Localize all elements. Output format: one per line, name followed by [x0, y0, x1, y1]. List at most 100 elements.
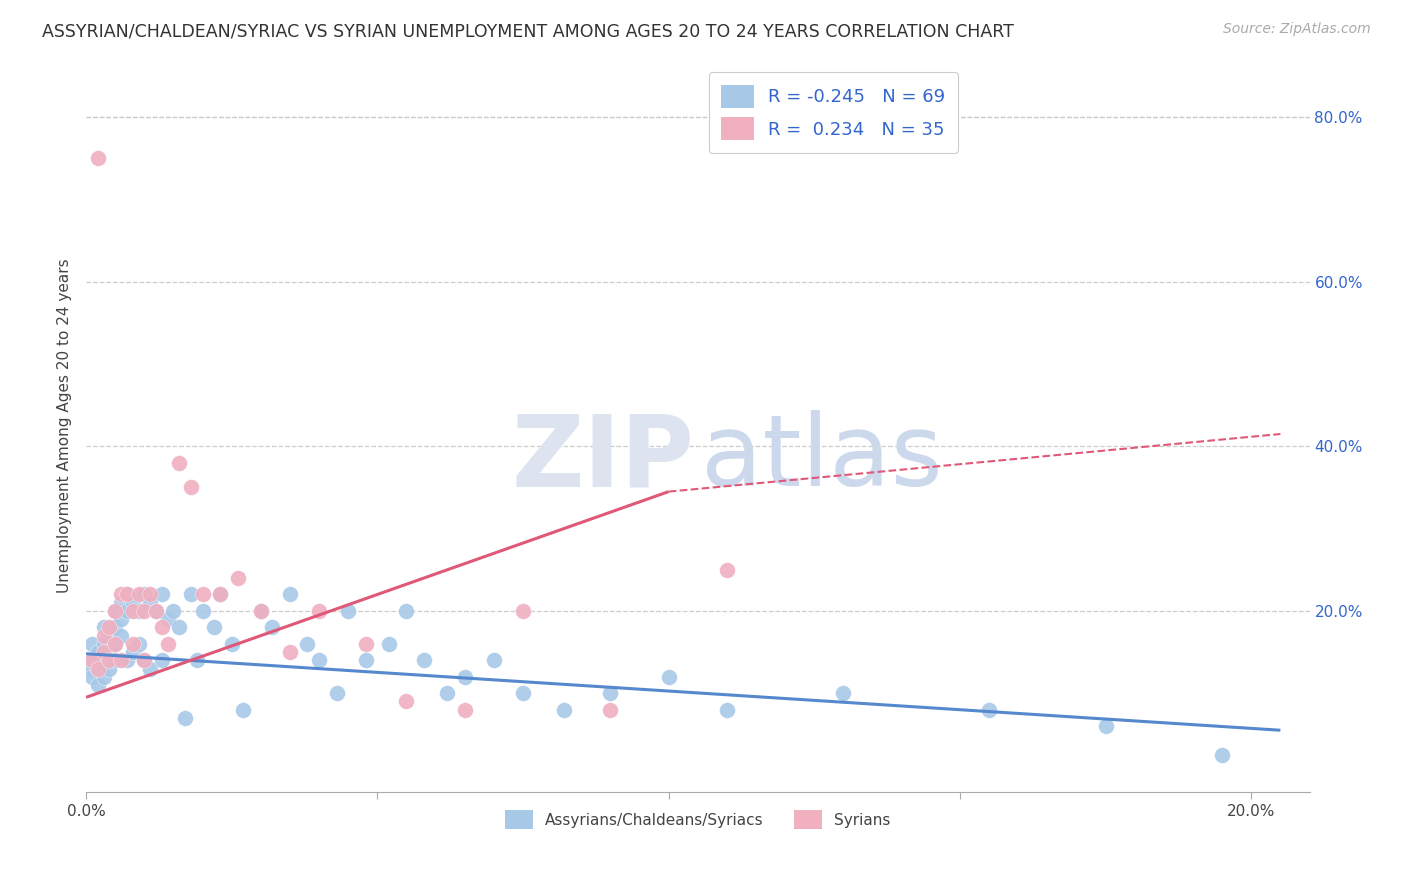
Point — [262, 620, 284, 634]
Point — [395, 694, 418, 708]
Point — [80, 670, 103, 684]
Point — [658, 670, 681, 684]
Point — [297, 637, 319, 651]
Point — [110, 629, 132, 643]
Point — [436, 686, 458, 700]
Point — [553, 703, 575, 717]
Y-axis label: Unemployment Among Ages 20 to 24 years: Unemployment Among Ages 20 to 24 years — [58, 259, 72, 593]
Point — [454, 670, 477, 684]
Point — [832, 686, 855, 700]
Point — [104, 637, 127, 651]
Point — [180, 587, 202, 601]
Point — [512, 604, 534, 618]
Point — [110, 653, 132, 667]
Point — [121, 645, 143, 659]
Point — [250, 604, 273, 618]
Point — [180, 481, 202, 495]
Point — [80, 637, 103, 651]
Point — [278, 645, 301, 659]
Point — [186, 653, 208, 667]
Point — [87, 661, 110, 675]
Point — [599, 703, 621, 717]
Point — [93, 645, 115, 659]
Point — [104, 604, 127, 618]
Point — [308, 653, 330, 667]
Point — [169, 456, 191, 470]
Legend: Assyrians/Chaldeans/Syriacs, Syrians: Assyrians/Chaldeans/Syriacs, Syrians — [499, 804, 897, 836]
Point — [121, 604, 143, 618]
Point — [98, 620, 121, 634]
Point — [80, 653, 103, 667]
Point — [278, 587, 301, 601]
Point — [139, 661, 162, 675]
Point — [232, 703, 254, 717]
Point — [93, 637, 115, 651]
Point — [110, 587, 132, 601]
Point — [87, 152, 110, 166]
Point — [308, 604, 330, 618]
Point — [104, 653, 127, 667]
Point — [139, 596, 162, 610]
Point — [599, 686, 621, 700]
Point — [104, 604, 127, 618]
Point — [191, 587, 214, 601]
Point — [98, 629, 121, 643]
Point — [121, 637, 143, 651]
Point — [1094, 719, 1116, 733]
Point — [128, 637, 150, 651]
Point — [110, 612, 132, 626]
Point — [134, 604, 156, 618]
Point — [134, 653, 156, 667]
Point — [413, 653, 436, 667]
Point — [209, 587, 232, 601]
Point — [98, 653, 121, 667]
Point — [104, 637, 127, 651]
Point — [716, 703, 738, 717]
Point — [174, 711, 197, 725]
Point — [221, 637, 243, 651]
Point — [93, 629, 115, 643]
Point — [128, 604, 150, 618]
Point — [80, 661, 103, 675]
Point — [162, 604, 184, 618]
Point — [716, 563, 738, 577]
Point — [115, 587, 138, 601]
Point — [98, 645, 121, 659]
Point — [87, 678, 110, 692]
Point — [93, 653, 115, 667]
Point — [226, 571, 249, 585]
Point — [150, 653, 173, 667]
Text: Source: ZipAtlas.com: Source: ZipAtlas.com — [1223, 22, 1371, 37]
Point — [145, 604, 167, 618]
Point — [191, 604, 214, 618]
Point — [482, 653, 505, 667]
Point — [80, 653, 103, 667]
Point — [454, 703, 477, 717]
Point — [98, 661, 121, 675]
Point — [104, 620, 127, 634]
Point — [337, 604, 360, 618]
Point — [354, 637, 377, 651]
Point — [378, 637, 401, 651]
Point — [250, 604, 273, 618]
Point — [128, 587, 150, 601]
Point — [145, 604, 167, 618]
Point — [325, 686, 347, 700]
Point — [134, 587, 156, 601]
Text: ASSYRIAN/CHALDEAN/SYRIAC VS SYRIAN UNEMPLOYMENT AMONG AGES 20 TO 24 YEARS CORREL: ASSYRIAN/CHALDEAN/SYRIAC VS SYRIAN UNEMP… — [42, 22, 1014, 40]
Point — [977, 703, 1000, 717]
Point — [1211, 747, 1233, 762]
Point — [121, 596, 143, 610]
Point — [395, 604, 418, 618]
Text: atlas: atlas — [702, 410, 943, 508]
Point — [93, 670, 115, 684]
Point — [150, 620, 173, 634]
Point — [150, 587, 173, 601]
Point — [115, 604, 138, 618]
Point — [354, 653, 377, 667]
Point — [156, 637, 179, 651]
Point — [115, 653, 138, 667]
Point — [156, 612, 179, 626]
Text: ZIP: ZIP — [512, 410, 695, 508]
Point — [87, 645, 110, 659]
